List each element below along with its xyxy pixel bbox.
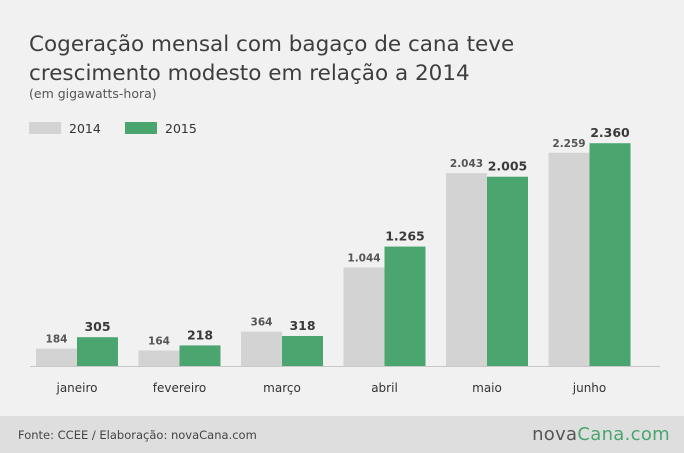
bar-2015-fevereiro: [179, 345, 221, 366]
x-tick-label-maio: maio: [472, 381, 502, 395]
x-tick-label-junho: junho: [572, 381, 607, 395]
chart-subtitle: (em gigawatts-hora): [29, 86, 157, 101]
x-tick-label-abril: abril: [371, 381, 398, 395]
bar-2015-janeiro: [77, 337, 118, 366]
x-tick-label-fevereiro: fevereiro: [153, 381, 207, 395]
chart-title: Cogeração mensal com bagaço de cana teve…: [29, 30, 649, 88]
data-label-2014-janeiro: 184: [46, 334, 68, 346]
x-tick-label-março: março: [263, 381, 301, 395]
data-label-2015-fevereiro: 218: [187, 327, 213, 342]
legend-swatch-2014: [29, 122, 61, 134]
bar-2014-maio: [446, 173, 487, 366]
bar-2015-junho: [589, 143, 631, 366]
data-label-2015-abril: 1.265: [385, 229, 425, 244]
bar-2014-abril: [343, 267, 385, 366]
legend-item-2014: 2014: [29, 120, 101, 136]
data-label-2014-fevereiro: 164: [148, 336, 170, 348]
brand-logo-part-1: nova: [532, 424, 578, 445]
bar-chart: 184 305 janeiro 164 218 fevereiro 364 318 março 1…: [30, 125, 660, 395]
bar-2014-março: [241, 331, 282, 366]
data-label-2015-janeiro: 305: [84, 319, 110, 334]
chart-title-line-2: crescimento modesto em relação a 2014: [29, 61, 470, 86]
legend-label-2015: 2015: [165, 120, 197, 136]
bar-2015-maio: [487, 176, 528, 366]
bar-2014-junho: [548, 152, 590, 366]
bar-2014-fevereiro: [138, 350, 180, 366]
footer-bar: Fonte: CCEE / Elaboração: novaCana.com n…: [0, 416, 684, 453]
legend-swatch-2015: [125, 122, 157, 134]
data-label-2015-maio: 2.005: [488, 159, 528, 174]
data-label-2014-março: 364: [251, 317, 273, 329]
brand-logo: novaCana.com: [532, 424, 670, 445]
chart-title-line-1: Cogeração mensal com bagaço de cana teve: [29, 32, 515, 57]
data-label-2014-abril: 1.044: [347, 252, 380, 264]
source-note: Fonte: CCEE / Elaboração: novaCana.com: [18, 428, 257, 442]
data-label-2015-março: 318: [289, 318, 315, 333]
data-label-2014-junho: 2.259: [552, 138, 585, 150]
legend-label-2014: 2014: [69, 120, 101, 136]
brand-logo-part-2: Cana.com: [577, 424, 670, 445]
data-label-2015-junho: 2.360: [590, 125, 630, 140]
data-label-2014-maio: 2.043: [450, 158, 483, 170]
bar-2014-janeiro: [36, 348, 77, 366]
bar-2015-março: [282, 335, 323, 366]
legend-item-2015: 2015: [125, 120, 197, 136]
x-tick-label-janeiro: janeiro: [55, 381, 97, 395]
bar-2015-abril: [384, 246, 426, 366]
